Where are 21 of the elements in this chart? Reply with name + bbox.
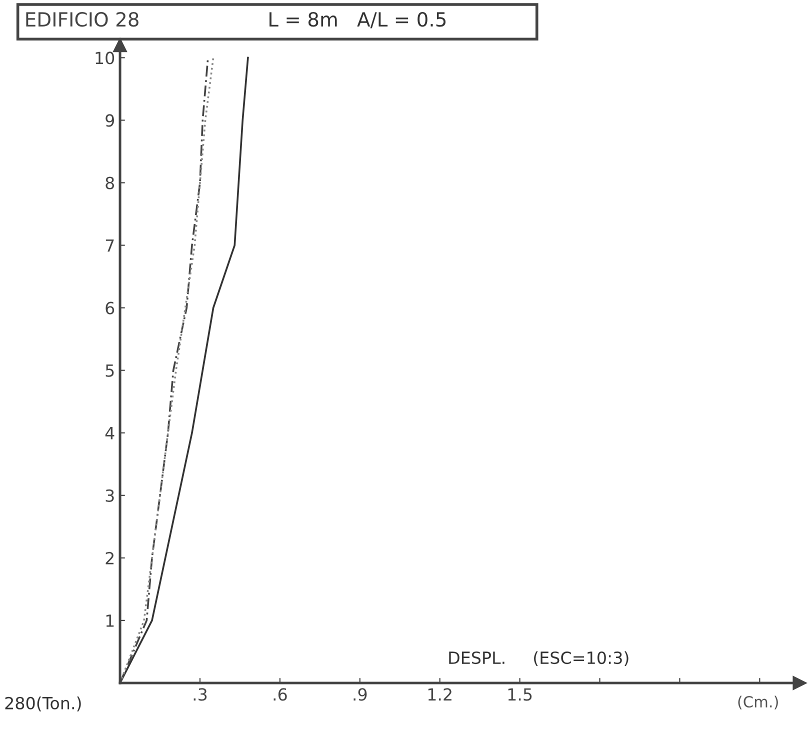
x-tick-label: .3 — [194, 688, 207, 701]
y-tick-label: 10 — [96, 52, 114, 64]
text: 280(Ton.) — [5, 696, 81, 712]
x-tick-label: .6 — [274, 688, 287, 701]
y-tick-label: 7 — [106, 239, 114, 252]
chart-subtitle: L = 8m A/L = 0.5 — [270, 12, 446, 28]
y-tick-label: 8 — [106, 176, 114, 190]
x-tick-label: 1.2 — [428, 688, 452, 700]
line-series — [120, 56, 249, 683]
y-tick-label: 1 — [106, 614, 114, 627]
x-axis-title: DESPL. (ESC=10:3) — [449, 651, 628, 666]
y-tick-label: 3 — [106, 489, 114, 502]
x-tick-label: .9 — [354, 688, 367, 701]
chart-title: EDIFICIO 28 — [26, 12, 138, 27]
y-tick-label: 6 — [106, 302, 114, 314]
y-tick-label: 9 — [106, 114, 114, 127]
x-tick-label: 1.5 — [508, 688, 532, 701]
y-tick-label: 5 — [106, 364, 114, 377]
y-tick-label: 4 — [105, 427, 114, 440]
text: (Cm.) — [738, 696, 778, 710]
y-tick-label: 2 — [106, 552, 114, 564]
